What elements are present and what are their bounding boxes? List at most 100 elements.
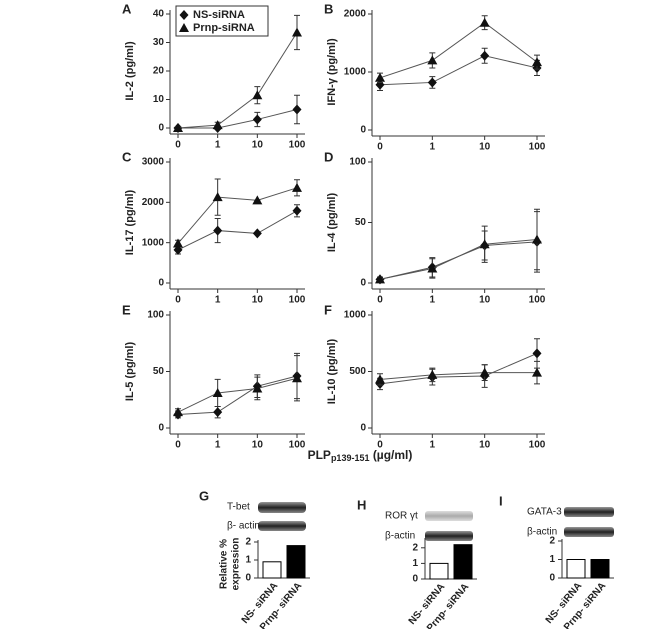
y-tick-label: 2 bbox=[245, 537, 251, 548]
y-axis-title: IFN-γ (pg/ml) bbox=[326, 38, 338, 106]
y-tick-label: 2 bbox=[549, 536, 555, 547]
triangle-marker bbox=[252, 383, 263, 393]
bar bbox=[286, 545, 306, 579]
y-tick-label: 2 bbox=[412, 542, 418, 553]
bar bbox=[566, 559, 586, 579]
series-line bbox=[177, 32, 298, 129]
panel-label: I bbox=[499, 493, 503, 508]
triangle-marker bbox=[212, 387, 223, 397]
series-line bbox=[177, 377, 298, 413]
y-tick-label: 1 bbox=[412, 558, 418, 569]
y-axis-title: IL-17 (pg/ml) bbox=[124, 189, 136, 255]
y-tick-label: 0 bbox=[360, 423, 366, 434]
y-tick-label: 100 bbox=[349, 157, 366, 168]
y-tick-label: 0 bbox=[158, 278, 164, 289]
diamond-marker bbox=[213, 225, 223, 236]
panel-label: A bbox=[122, 1, 132, 16]
x-tick-label: 10 bbox=[252, 440, 264, 451]
triangle-marker bbox=[479, 367, 490, 377]
panel-label: C bbox=[122, 149, 132, 164]
series-line bbox=[177, 210, 298, 251]
y-axis-title: IL-4 (pg/ml) bbox=[326, 193, 338, 253]
y-tick-label: 0 bbox=[245, 573, 251, 584]
y-tick-label: 50 bbox=[153, 366, 165, 377]
triangle-marker bbox=[427, 263, 438, 273]
triangle-marker bbox=[292, 373, 302, 383]
diamond-marker bbox=[427, 77, 437, 88]
legend-box bbox=[175, 5, 269, 37]
y-tick-label: 30 bbox=[153, 37, 165, 48]
triangle-marker bbox=[252, 195, 263, 205]
y-tick-label: 0 bbox=[549, 573, 555, 584]
x-tick-label: 0 bbox=[377, 440, 383, 451]
y-tick-label: 500 bbox=[349, 366, 366, 377]
panel-label: H bbox=[357, 497, 366, 512]
x-tick-label: 10 bbox=[479, 295, 491, 306]
y-tick-label: 10 bbox=[153, 94, 165, 105]
y-tick-label: 1 bbox=[245, 555, 251, 566]
bar bbox=[453, 544, 473, 580]
panel-label: D bbox=[324, 149, 333, 164]
y-axis-title: IL-5 (pg/ml) bbox=[124, 342, 136, 402]
triangle-marker bbox=[427, 369, 438, 379]
x-tick-label: 1 bbox=[215, 295, 221, 306]
y-tick-label: 1000 bbox=[344, 67, 367, 78]
diamond-marker bbox=[252, 114, 262, 125]
blot-label: ROR γt bbox=[385, 511, 418, 522]
series-line bbox=[379, 55, 538, 86]
triangle-marker bbox=[532, 367, 542, 377]
x-tick-label: 100 bbox=[289, 295, 306, 306]
y-tick-label: 40 bbox=[153, 9, 165, 20]
panel-label: G bbox=[199, 488, 209, 503]
bar bbox=[262, 561, 282, 579]
y-axis-title: IL-2 (pg/ml) bbox=[124, 41, 136, 101]
panel-label: F bbox=[324, 302, 332, 317]
triangle-marker bbox=[212, 120, 223, 130]
series-line bbox=[379, 352, 538, 385]
y-axis-title: Relative % bbox=[219, 539, 230, 589]
y-tick-label: 1000 bbox=[142, 237, 165, 248]
triangle-marker bbox=[375, 374, 385, 384]
series-line bbox=[177, 375, 298, 415]
y-tick-label: 20 bbox=[153, 66, 165, 77]
x-tick-label: 1 bbox=[215, 140, 221, 151]
diamond-marker bbox=[292, 205, 302, 216]
blot-label: β-actin bbox=[385, 531, 415, 542]
x-tick-label: 100 bbox=[289, 140, 306, 151]
triangle-marker bbox=[179, 23, 189, 32]
triangle-marker bbox=[173, 407, 183, 417]
y-tick-label: 1 bbox=[549, 554, 555, 565]
triangle-marker bbox=[375, 72, 385, 82]
bar bbox=[590, 559, 610, 579]
diamond-marker bbox=[480, 50, 490, 61]
y-tick-label: 3000 bbox=[142, 157, 165, 168]
y-tick-label: 2000 bbox=[344, 9, 367, 20]
triangle-marker bbox=[532, 234, 542, 244]
y-axis-title: IL-10 (pg/ml) bbox=[326, 338, 338, 404]
series-line bbox=[379, 372, 537, 380]
blot-label: β-actin bbox=[527, 527, 557, 538]
bar bbox=[429, 562, 449, 580]
y-tick-label: 0 bbox=[158, 423, 164, 434]
diamond-marker bbox=[292, 104, 302, 115]
legend-label: Prnp-siRNA bbox=[193, 22, 255, 34]
x-tick-label: 0 bbox=[175, 140, 181, 151]
x-tick-label: 100 bbox=[529, 440, 546, 451]
series-line bbox=[177, 187, 298, 244]
blot-label: GATA-3 bbox=[527, 507, 562, 518]
y-tick-label: 2000 bbox=[142, 197, 165, 208]
blot-label: T-bet bbox=[227, 502, 250, 513]
diamond-marker bbox=[179, 10, 189, 20]
x-axis-title: PLPp139-151 (µg/ml) bbox=[308, 448, 413, 463]
diamond-marker bbox=[532, 348, 542, 359]
y-tick-label: 0 bbox=[360, 125, 366, 136]
blots bbox=[258, 502, 614, 541]
x-tick-label: 1 bbox=[215, 440, 221, 451]
triangle-marker bbox=[292, 27, 302, 37]
y-tick-label: 0 bbox=[412, 574, 418, 585]
y-tick-label: 1000 bbox=[344, 310, 367, 321]
x-tick-label: 100 bbox=[529, 142, 546, 153]
x-tick-label: 10 bbox=[479, 440, 491, 451]
legend-label: NS-siRNA bbox=[193, 9, 245, 21]
